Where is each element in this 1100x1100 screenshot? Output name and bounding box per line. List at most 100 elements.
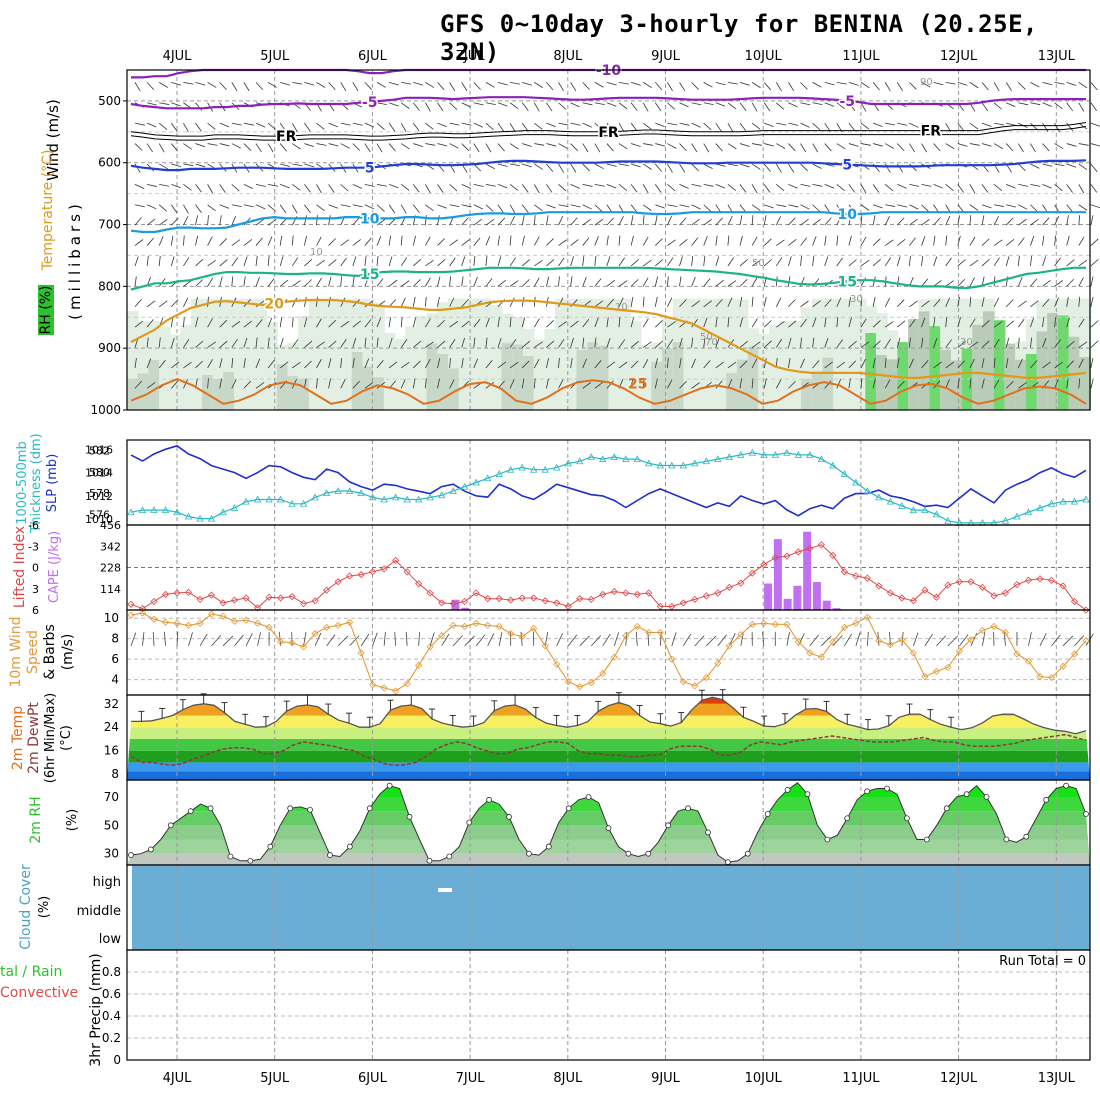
wind-barb [146, 122, 157, 128]
wind-barb [812, 317, 817, 328]
wind-barb [679, 217, 687, 226]
wind-barb [763, 259, 772, 267]
rh-shade [458, 298, 471, 410]
wind-barb [739, 163, 750, 168]
wind-barb [146, 255, 149, 267]
wind-barb [788, 380, 796, 389]
li-marker [944, 581, 952, 589]
rh-tick: 50 [104, 818, 119, 832]
wind-barb [267, 204, 276, 212]
wind-marker [1013, 650, 1021, 658]
wind-barb [158, 218, 168, 226]
thickness-marker [253, 495, 262, 503]
wind-label-2: Speed [25, 630, 41, 674]
wind-barb [642, 184, 649, 194]
wind-barb [316, 215, 318, 226]
wind-barb [340, 143, 350, 149]
wind-barb [1066, 143, 1077, 147]
thickness-marker [610, 453, 618, 460]
wind-barb [400, 257, 408, 267]
wind-barb [654, 215, 658, 226]
wind-barb [195, 340, 204, 348]
wind-barb [679, 299, 687, 308]
wind-barb [158, 122, 168, 130]
isotherm-label: FR [598, 125, 619, 141]
wind-barb [667, 338, 674, 348]
wind-barb [304, 296, 307, 307]
wind-barb [763, 340, 772, 348]
wind-barb [425, 204, 434, 212]
side-label-rh: RH (%) [38, 286, 54, 335]
wind-marker [392, 687, 400, 695]
wind-marker [369, 681, 377, 689]
wind-barb [376, 218, 386, 226]
wind-barb [812, 236, 817, 246]
wind-barb [1030, 317, 1035, 328]
wind-barb-10m [740, 632, 744, 646]
wind-barb [727, 317, 730, 328]
wind-barb [1078, 184, 1085, 194]
wind-barb [836, 297, 842, 307]
wind-marker [783, 620, 791, 628]
wind-barb [921, 218, 930, 226]
wind-barb [304, 81, 315, 86]
wind-barb [896, 163, 904, 173]
wind-barb [219, 143, 230, 147]
wind-barb [292, 280, 301, 287]
wind-barb [352, 380, 360, 389]
wind-marker [311, 629, 319, 638]
wind-barb [800, 300, 809, 308]
wind-barb [703, 183, 714, 187]
wind-barb [872, 358, 876, 369]
rh-shade [715, 298, 728, 410]
wind-barb [594, 183, 605, 187]
wind-barb [993, 82, 1000, 92]
rh-shade-moist [1047, 312, 1059, 410]
wind-barb [848, 122, 856, 132]
wind-barb [437, 143, 448, 147]
rh-shade [244, 298, 257, 410]
wind-barb [848, 235, 852, 246]
wind-barb [291, 204, 298, 214]
wind-barb-10m [889, 631, 891, 646]
wind-barb [872, 259, 881, 267]
wind-barb [159, 163, 169, 170]
slp-frame [126, 439, 1091, 526]
wind-barb [364, 255, 367, 267]
wind-barb [848, 340, 857, 348]
wind-barb [933, 256, 938, 267]
wind-barb [304, 122, 311, 132]
wind-barb [533, 358, 540, 369]
wind-barb [763, 184, 771, 193]
thickness-marker [656, 461, 664, 469]
wind-barb [437, 319, 446, 328]
wind-barb [788, 143, 796, 152]
cape-bar [803, 531, 812, 610]
wind-barb [775, 82, 782, 92]
wind-barb [461, 239, 470, 246]
wind-barb [582, 237, 590, 246]
wind-barb [715, 299, 723, 308]
side-label-temp: Temperature (°C) [40, 150, 56, 272]
wind-barb [461, 276, 464, 287]
wind-barb [981, 296, 985, 307]
wind-barb [1066, 215, 1069, 226]
wind-barb [1042, 183, 1052, 189]
wind-barb [280, 183, 290, 189]
wind-barb [449, 82, 456, 92]
rh-shade [276, 364, 289, 410]
wind-barb-10m [349, 635, 360, 647]
wind-barb [824, 338, 829, 348]
wind-barb [897, 122, 908, 126]
thickness-marker [507, 465, 515, 473]
rh-marker [1083, 811, 1089, 817]
wind-barb [1078, 204, 1088, 211]
wind-marker [806, 649, 814, 657]
wind-barb [570, 358, 573, 369]
rh-shade [341, 298, 353, 410]
thickness-marker [127, 508, 135, 516]
rh-marker [327, 852, 333, 858]
rh-shade-moist [929, 326, 942, 410]
wind-barb [885, 122, 896, 126]
wind-barb [170, 337, 175, 348]
